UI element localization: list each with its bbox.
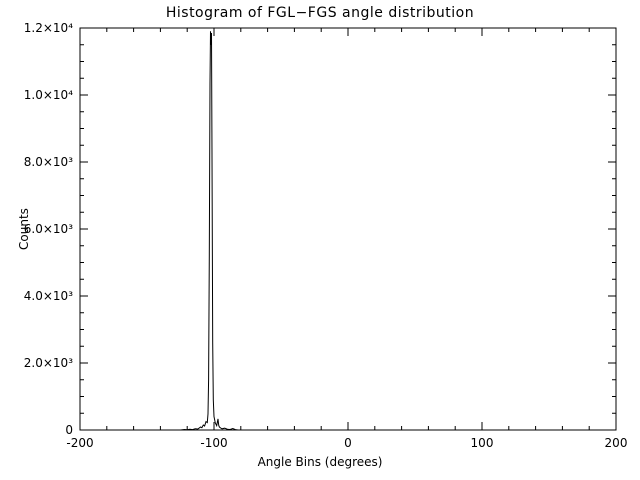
plot-box xyxy=(79,27,617,431)
y-tick-label: 8.0×10³ xyxy=(24,155,73,169)
x-tick-label: -100 xyxy=(200,436,227,450)
y-tick-label: 1.2×10⁴ xyxy=(24,21,73,35)
x-tick-label: 200 xyxy=(605,436,628,450)
y-tick-label: 4.0×10³ xyxy=(24,289,73,303)
y-tick-label: 1.0×10⁴ xyxy=(24,88,73,102)
x-tick-label: 100 xyxy=(471,436,494,450)
x-axis-label: Angle Bins (degrees) xyxy=(257,455,383,469)
y-tick-label: 6.0×10³ xyxy=(24,222,73,236)
chart-title: Histogram of FGL−FGS angle distribution xyxy=(165,5,475,21)
histogram-curve xyxy=(80,31,616,431)
x-tick-label: -200 xyxy=(66,436,93,450)
y-tick-label: 2.0×10³ xyxy=(24,356,73,370)
x-tick-label: 0 xyxy=(344,436,352,450)
y-tick-label: 0 xyxy=(65,423,73,437)
